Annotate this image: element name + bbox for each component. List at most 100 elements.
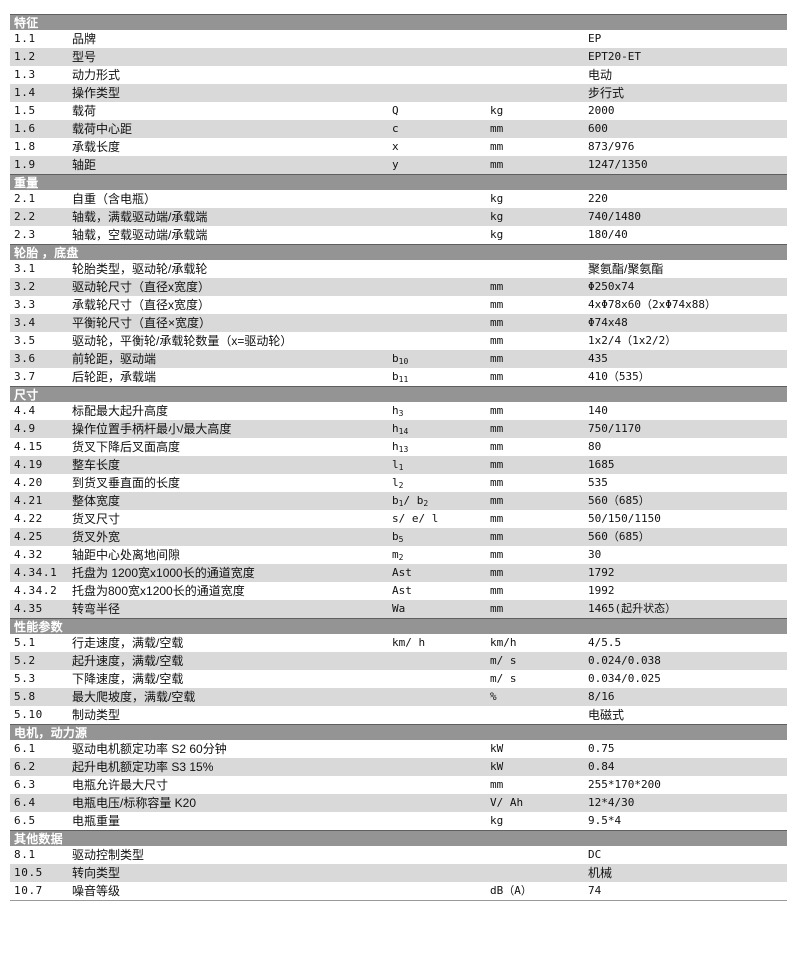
row-value: 4/5.5	[588, 636, 622, 649]
row-unit	[490, 706, 588, 724]
table-row: 4.35 转弯半径 Wa mm 1465(起升状态）	[10, 600, 787, 618]
row-label: 驱动控制类型	[72, 848, 145, 862]
row-symbol: b10	[392, 352, 409, 366]
row-label: 平衡轮尺寸（直径×宽度）	[72, 316, 212, 330]
row-value: Φ250x74	[588, 280, 635, 293]
row-value: Φ74x48	[588, 316, 628, 329]
row-value: 750/1170	[588, 422, 641, 435]
row-number: 6.2	[14, 760, 36, 773]
row-symbol	[392, 30, 490, 48]
row-number: 1.9	[14, 158, 36, 171]
row-number: 1.5	[14, 104, 36, 117]
row-value: 步行式	[588, 86, 625, 100]
row-unit: V/ Ah	[490, 796, 524, 809]
row-symbol	[392, 670, 490, 688]
row-number: 1.2	[14, 50, 36, 63]
row-value: 0.034/0.025	[588, 672, 661, 685]
table-row: 3.2 驱动轮尺寸（直径x宽度） mm Φ250x74	[10, 278, 787, 296]
row-unit	[490, 84, 588, 102]
row-value: 30	[588, 548, 602, 561]
row-value: 聚氨酯/聚氨酯	[588, 262, 664, 276]
row-number: 4.25	[14, 530, 43, 543]
row-label: 前轮距，驱动端	[72, 352, 157, 366]
row-label: 整车长度	[72, 458, 121, 472]
row-number: 4.19	[14, 458, 43, 471]
row-value: 8/16	[588, 690, 615, 703]
row-value: 560（685）	[588, 530, 650, 543]
row-unit: mm	[490, 404, 504, 417]
row-unit: mm	[490, 422, 504, 435]
row-label: 型号	[72, 50, 97, 64]
table-row: 3.4 平衡轮尺寸（直径×宽度） mm Φ74x48	[10, 314, 787, 332]
row-unit: mm	[490, 602, 504, 615]
row-number: 1.4	[14, 86, 36, 99]
row-label: 操作类型	[72, 86, 121, 100]
spec-table: 特征 1.1 品牌 EP 1.2 型号 EPT20-ET 1.3 动力形式 电动 1.4 操作类型 步行…	[10, 14, 787, 901]
row-label: 电瓶电压/标称容量 K20	[72, 796, 197, 810]
row-symbol: h3	[392, 404, 404, 418]
table-row: 5.3 下降速度，满载/空载 m/ s 0.034/0.025	[10, 670, 787, 688]
row-label: 整体宽度	[72, 494, 121, 508]
row-number: 10.7	[14, 884, 43, 897]
row-symbol	[392, 260, 490, 278]
row-value: 1685	[588, 458, 615, 471]
table-row: 4.32 轴距中心处离地间隙 m2 mm 30	[10, 546, 787, 564]
section-header-other-data: 其他数据	[10, 830, 787, 846]
row-unit	[490, 48, 588, 66]
row-symbol	[392, 278, 490, 296]
row-number: 8.1	[14, 848, 36, 861]
row-number: 3.3	[14, 298, 36, 311]
row-number: 6.1	[14, 742, 36, 755]
table-row: 6.1 驱动电机额定功率 S2 60分钟 kW 0.75	[10, 740, 787, 758]
row-unit: mm	[490, 352, 504, 365]
row-symbol	[392, 776, 490, 794]
table-row: 6.5 电瓶重量 kg 9.5*4	[10, 812, 787, 830]
row-number: 10.5	[14, 866, 43, 879]
row-value: 180/40	[588, 228, 628, 241]
row-symbol: b11	[392, 370, 409, 384]
row-value: 80	[588, 440, 602, 453]
table-row: 4.21 整体宽度 b1/ b2 mm 560（685）	[10, 492, 787, 510]
row-unit: mm	[490, 316, 504, 329]
row-unit: m/ s	[490, 672, 517, 685]
row-value: 0.75	[588, 742, 615, 755]
table-row: 10.5 转向类型 机械	[10, 864, 787, 882]
row-number: 4.34.1	[14, 566, 58, 579]
table-row: 5.10 制动类型 电磁式	[10, 706, 787, 724]
table-row: 5.8 最大爬坡度，满载/空载% 8/16	[10, 688, 787, 706]
row-unit	[490, 260, 588, 278]
row-unit: mm	[490, 548, 504, 561]
row-number: 2.1	[14, 192, 36, 205]
row-number: 6.3	[14, 778, 36, 791]
row-unit: mm	[490, 584, 504, 597]
row-unit: %	[490, 690, 497, 703]
row-unit: kW	[490, 760, 504, 773]
row-number: 3.5	[14, 334, 36, 347]
row-unit: mm	[490, 512, 504, 525]
row-number: 4.32	[14, 548, 43, 561]
row-unit	[490, 66, 588, 84]
row-symbol	[392, 190, 490, 208]
row-unit: mm	[490, 530, 504, 543]
row-label: 自重（含电瓶）	[72, 192, 157, 206]
row-number: 4.22	[14, 512, 43, 525]
row-label: 驱动电机额定功率 S2 60分钟	[72, 742, 227, 756]
row-unit: mm	[490, 476, 504, 489]
row-value: 435	[588, 352, 608, 365]
table-row: 6.3 电瓶允许最大尺寸 mm 255*170*200	[10, 776, 787, 794]
row-label: 货叉外宽	[72, 530, 121, 544]
row-symbol	[392, 208, 490, 226]
table-row: 3.6 前轮距，驱动端 b10 mm 435	[10, 350, 787, 368]
table-row: 6.4 电瓶电压/标称容量 K20 V/ Ah 12*4/30	[10, 794, 787, 812]
table-row: 1.8 承载长度 x mm 873/976	[10, 138, 787, 156]
row-label: 起升电机额定功率 S3 15%	[72, 760, 214, 774]
table-row: 1.2 型号 EPT20-ET	[10, 48, 787, 66]
section-header-weight: 重量	[10, 174, 787, 190]
row-unit: mm	[490, 334, 504, 347]
row-label: 托盘为800宽x1200长的通道宽度	[72, 584, 245, 598]
row-number: 3.2	[14, 280, 36, 293]
row-number: 5.8	[14, 690, 36, 703]
row-label: 驱动轮，平衡轮/承载轮数量（x=驱动轮）	[72, 334, 293, 348]
table-row: 8.1 驱动控制类型 DC	[10, 846, 787, 864]
row-label: 托盘为 1200宽x1000长的通道宽度	[72, 566, 255, 580]
